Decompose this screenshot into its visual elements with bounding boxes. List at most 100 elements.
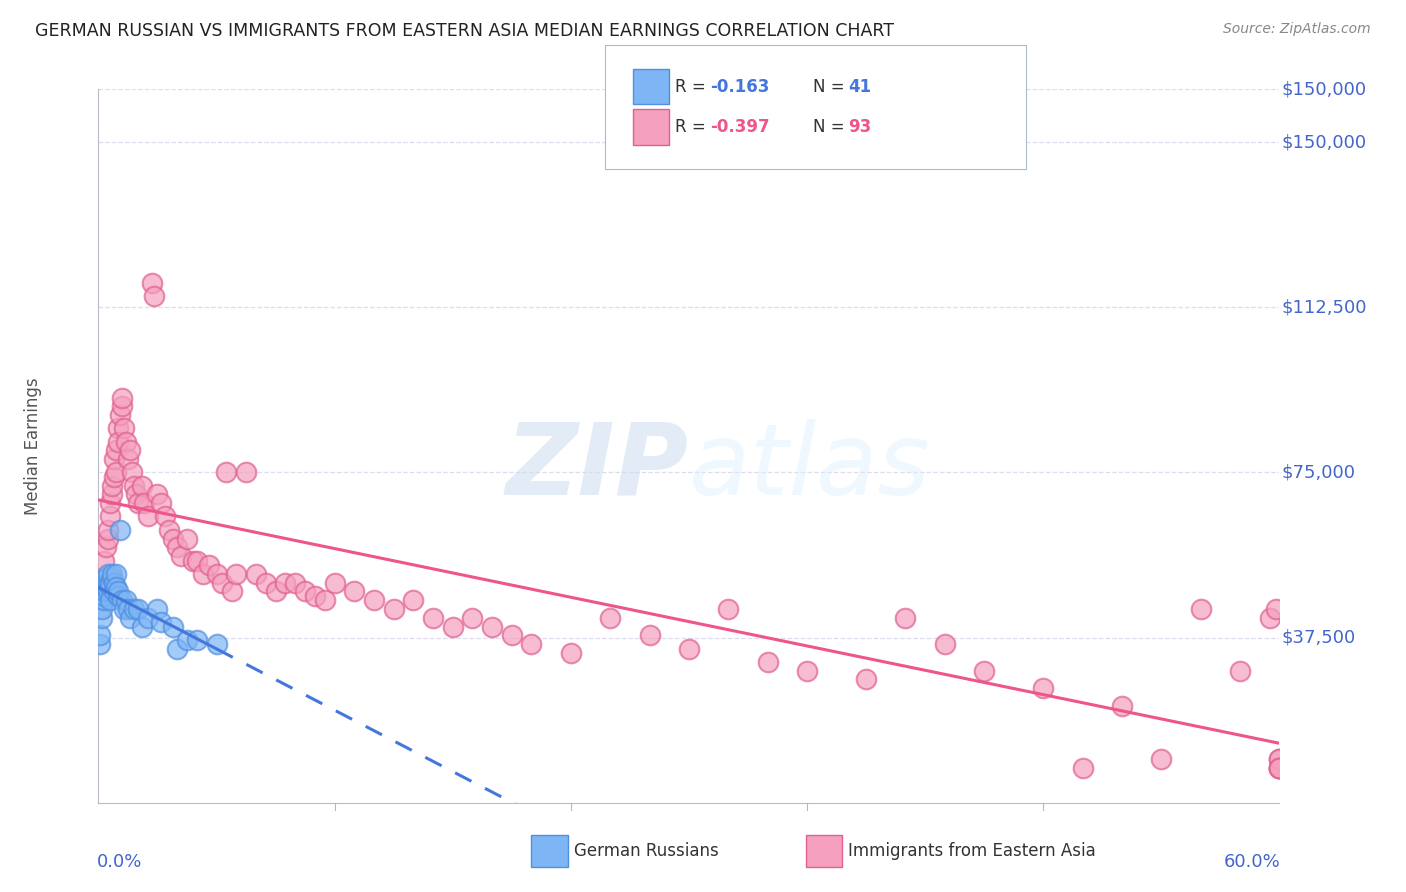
Point [225, 566, 247, 581]
Point [132, 496, 155, 510]
Point [162, 532, 184, 546]
Text: $150,000: $150,000 [1282, 133, 1367, 151]
Point [181, 553, 204, 567]
Point [127, 496, 149, 510]
Point [1268, 760, 1291, 774]
Point [122, 602, 145, 616]
Point [108, 408, 131, 422]
Point [157, 523, 180, 537]
Point [176, 632, 198, 647]
Point [91, 611, 114, 625]
Point [107, 589, 129, 603]
Text: Immigrants from Eastern Asia: Immigrants from Eastern Asia [848, 842, 1095, 860]
Point [115, 593, 138, 607]
Point [254, 575, 277, 590]
Point [93, 593, 115, 607]
Point [1268, 752, 1291, 766]
Point [98, 580, 121, 594]
Text: 0.0%: 0.0% [97, 853, 142, 871]
Point [855, 673, 877, 687]
Text: ZIP: ZIP [506, 419, 689, 516]
Point [221, 584, 243, 599]
Point [107, 584, 129, 599]
Point [97, 575, 120, 590]
Point [98, 509, 121, 524]
Point [162, 619, 184, 633]
Text: GERMAN RUSSIAN VS IMMIGRANTS FROM EASTERN ASIA MEDIAN EARNINGS CORRELATION CHART: GERMAN RUSSIAN VS IMMIGRANTS FROM EASTER… [35, 22, 894, 40]
Point [93, 589, 115, 603]
Point [97, 584, 120, 599]
Point [422, 611, 444, 625]
Point [176, 532, 198, 546]
Point [141, 276, 163, 290]
Point [1229, 664, 1251, 678]
Point [382, 602, 405, 616]
Point [103, 470, 125, 484]
Point [191, 566, 214, 581]
Point [111, 593, 134, 607]
Point [115, 434, 138, 449]
Point [101, 487, 124, 501]
Point [118, 443, 141, 458]
Point [91, 584, 114, 599]
Point [117, 452, 139, 467]
Point [150, 496, 173, 510]
Point [245, 566, 267, 581]
Point [112, 602, 135, 616]
Point [186, 632, 208, 647]
Text: N =: N = [813, 78, 849, 95]
Point [111, 400, 134, 414]
Text: atlas: atlas [689, 419, 931, 516]
Point [111, 391, 134, 405]
Point [215, 466, 238, 480]
Point [103, 575, 125, 590]
Point [1268, 760, 1291, 774]
Point [264, 584, 287, 599]
Point [155, 509, 177, 524]
Point [89, 637, 111, 651]
Text: R =: R = [675, 78, 711, 95]
Point [323, 575, 346, 590]
Point [131, 478, 153, 492]
Point [1268, 760, 1291, 774]
Point [363, 593, 385, 607]
Point [93, 553, 115, 567]
Point [274, 575, 297, 590]
Point [117, 602, 139, 616]
Point [98, 496, 121, 510]
Point [170, 549, 193, 563]
Text: $112,500: $112,500 [1282, 298, 1367, 317]
Point [197, 558, 219, 572]
Point [520, 637, 543, 651]
Point [112, 421, 135, 435]
Point [105, 580, 128, 594]
Point [1032, 681, 1054, 696]
Point [136, 509, 159, 524]
Point [796, 664, 818, 678]
Text: Median Earnings: Median Earnings [24, 377, 42, 515]
Point [98, 593, 121, 607]
Point [107, 421, 129, 435]
Point [1268, 760, 1291, 774]
Point [93, 584, 115, 599]
Point [97, 532, 120, 546]
Point [101, 566, 124, 581]
Point [105, 466, 128, 480]
Point [294, 584, 316, 599]
Text: N =: N = [813, 118, 849, 136]
Text: $75,000: $75,000 [1282, 464, 1355, 482]
Point [1111, 698, 1133, 713]
Point [108, 523, 131, 537]
Text: -0.163: -0.163 [710, 78, 769, 95]
Point [142, 289, 165, 303]
Text: -0.397: -0.397 [710, 118, 769, 136]
Point [284, 575, 307, 590]
Text: German Russians: German Russians [574, 842, 718, 860]
Point [481, 619, 503, 633]
Point [1264, 602, 1286, 616]
Point [125, 487, 148, 501]
Point [211, 575, 233, 590]
Point [101, 478, 124, 492]
Point [97, 523, 120, 537]
Point [314, 593, 336, 607]
